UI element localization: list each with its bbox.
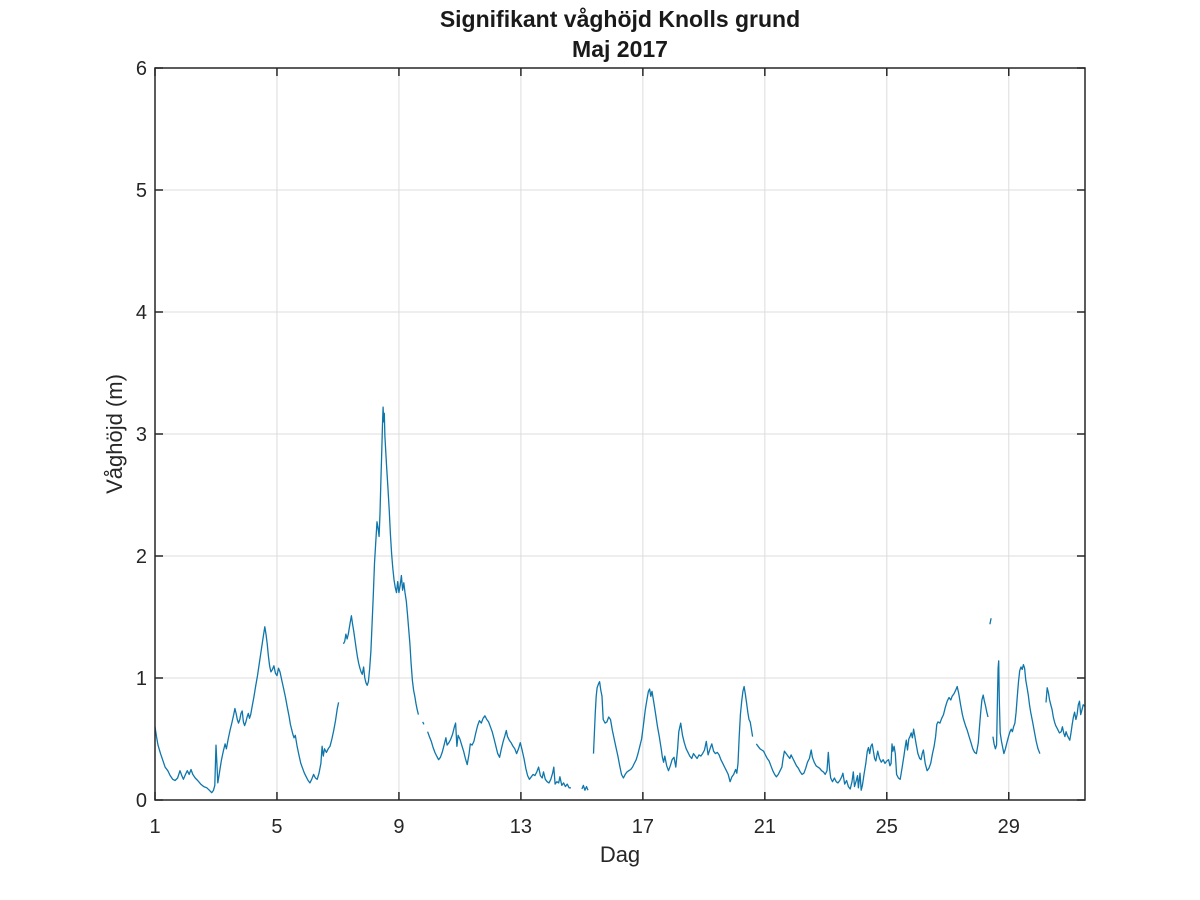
x-tick-label: 13 (510, 816, 532, 838)
axes-frame-layer (154, 67, 1086, 801)
x-axis-label: Dag (600, 842, 640, 867)
y-axis-label: Våghöjd (m) (102, 374, 127, 494)
wave-height-series (154, 406, 1086, 794)
y-tick-label: 2 (136, 546, 147, 568)
x-tick-label: 29 (998, 816, 1020, 838)
x-tick-label: 1 (149, 816, 160, 838)
y-tick-label: 4 (136, 302, 147, 324)
y-tick-label: 5 (136, 180, 147, 202)
x-tick-label: 21 (754, 816, 776, 838)
x-tick-label: 17 (632, 816, 654, 838)
y-tick-label: 3 (136, 424, 147, 446)
y-tick-label: 6 (136, 58, 147, 80)
x-tick-label: 25 (876, 816, 898, 838)
series-layer (154, 406, 1086, 794)
y-tick-label: 0 (136, 790, 147, 812)
chart-subtitle: Maj 2017 (572, 36, 668, 62)
x-tick-label: 9 (393, 816, 404, 838)
y-tick-label: 1 (136, 668, 147, 690)
grid-layer (155, 68, 1085, 800)
chart-title: Signifikant våghöjd Knolls grund (440, 6, 800, 32)
x-tick-label: 5 (271, 816, 282, 838)
